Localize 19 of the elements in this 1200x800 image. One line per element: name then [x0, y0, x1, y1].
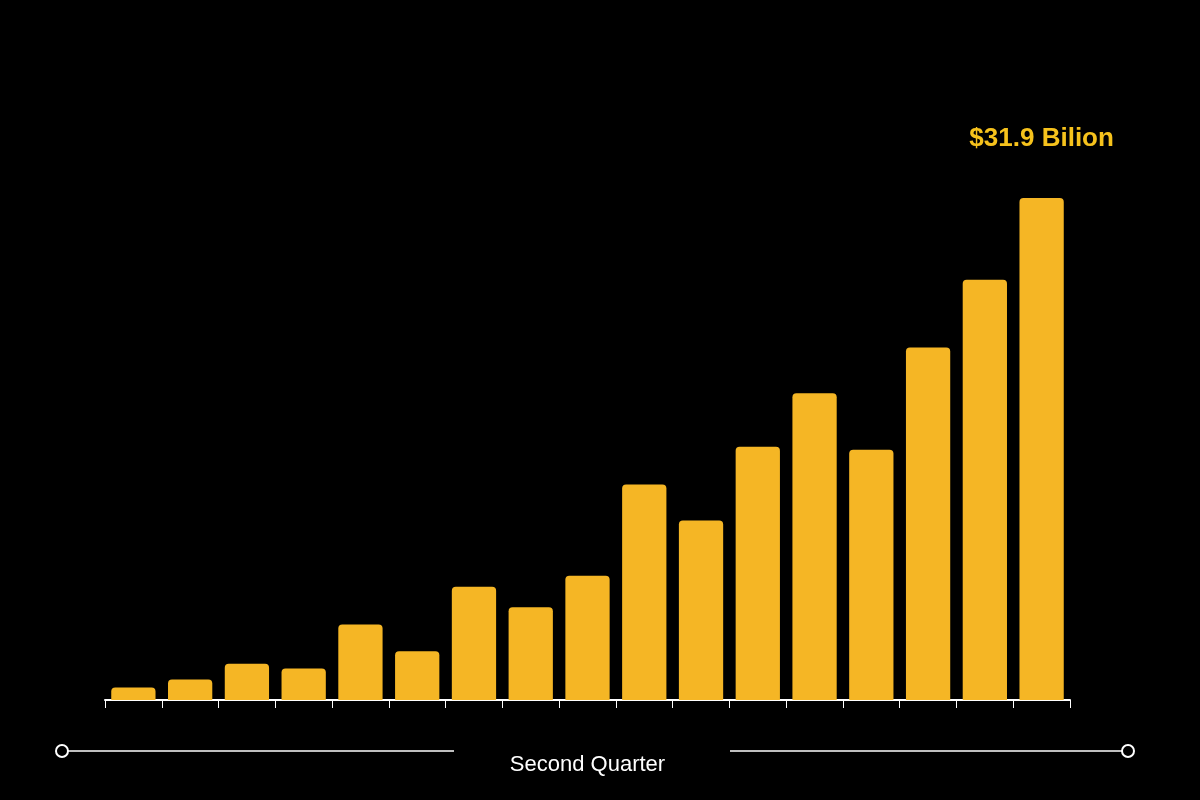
bar — [962, 279, 1007, 700]
bar — [1019, 198, 1064, 700]
bar — [168, 679, 213, 700]
bar — [735, 446, 780, 700]
bar — [849, 449, 894, 700]
bar — [678, 520, 724, 700]
x-axis-title: Second Quarter — [509, 750, 666, 776]
bar — [395, 651, 440, 700]
bar — [905, 347, 951, 700]
bar — [622, 484, 667, 700]
bar — [451, 586, 497, 700]
bar — [281, 668, 326, 700]
bar — [565, 575, 610, 700]
bar — [338, 624, 383, 700]
bar — [224, 663, 270, 700]
bar — [508, 607, 553, 700]
bar — [111, 687, 156, 700]
bar — [792, 393, 837, 700]
data-label: $31.9 Bilion — [969, 122, 1114, 152]
